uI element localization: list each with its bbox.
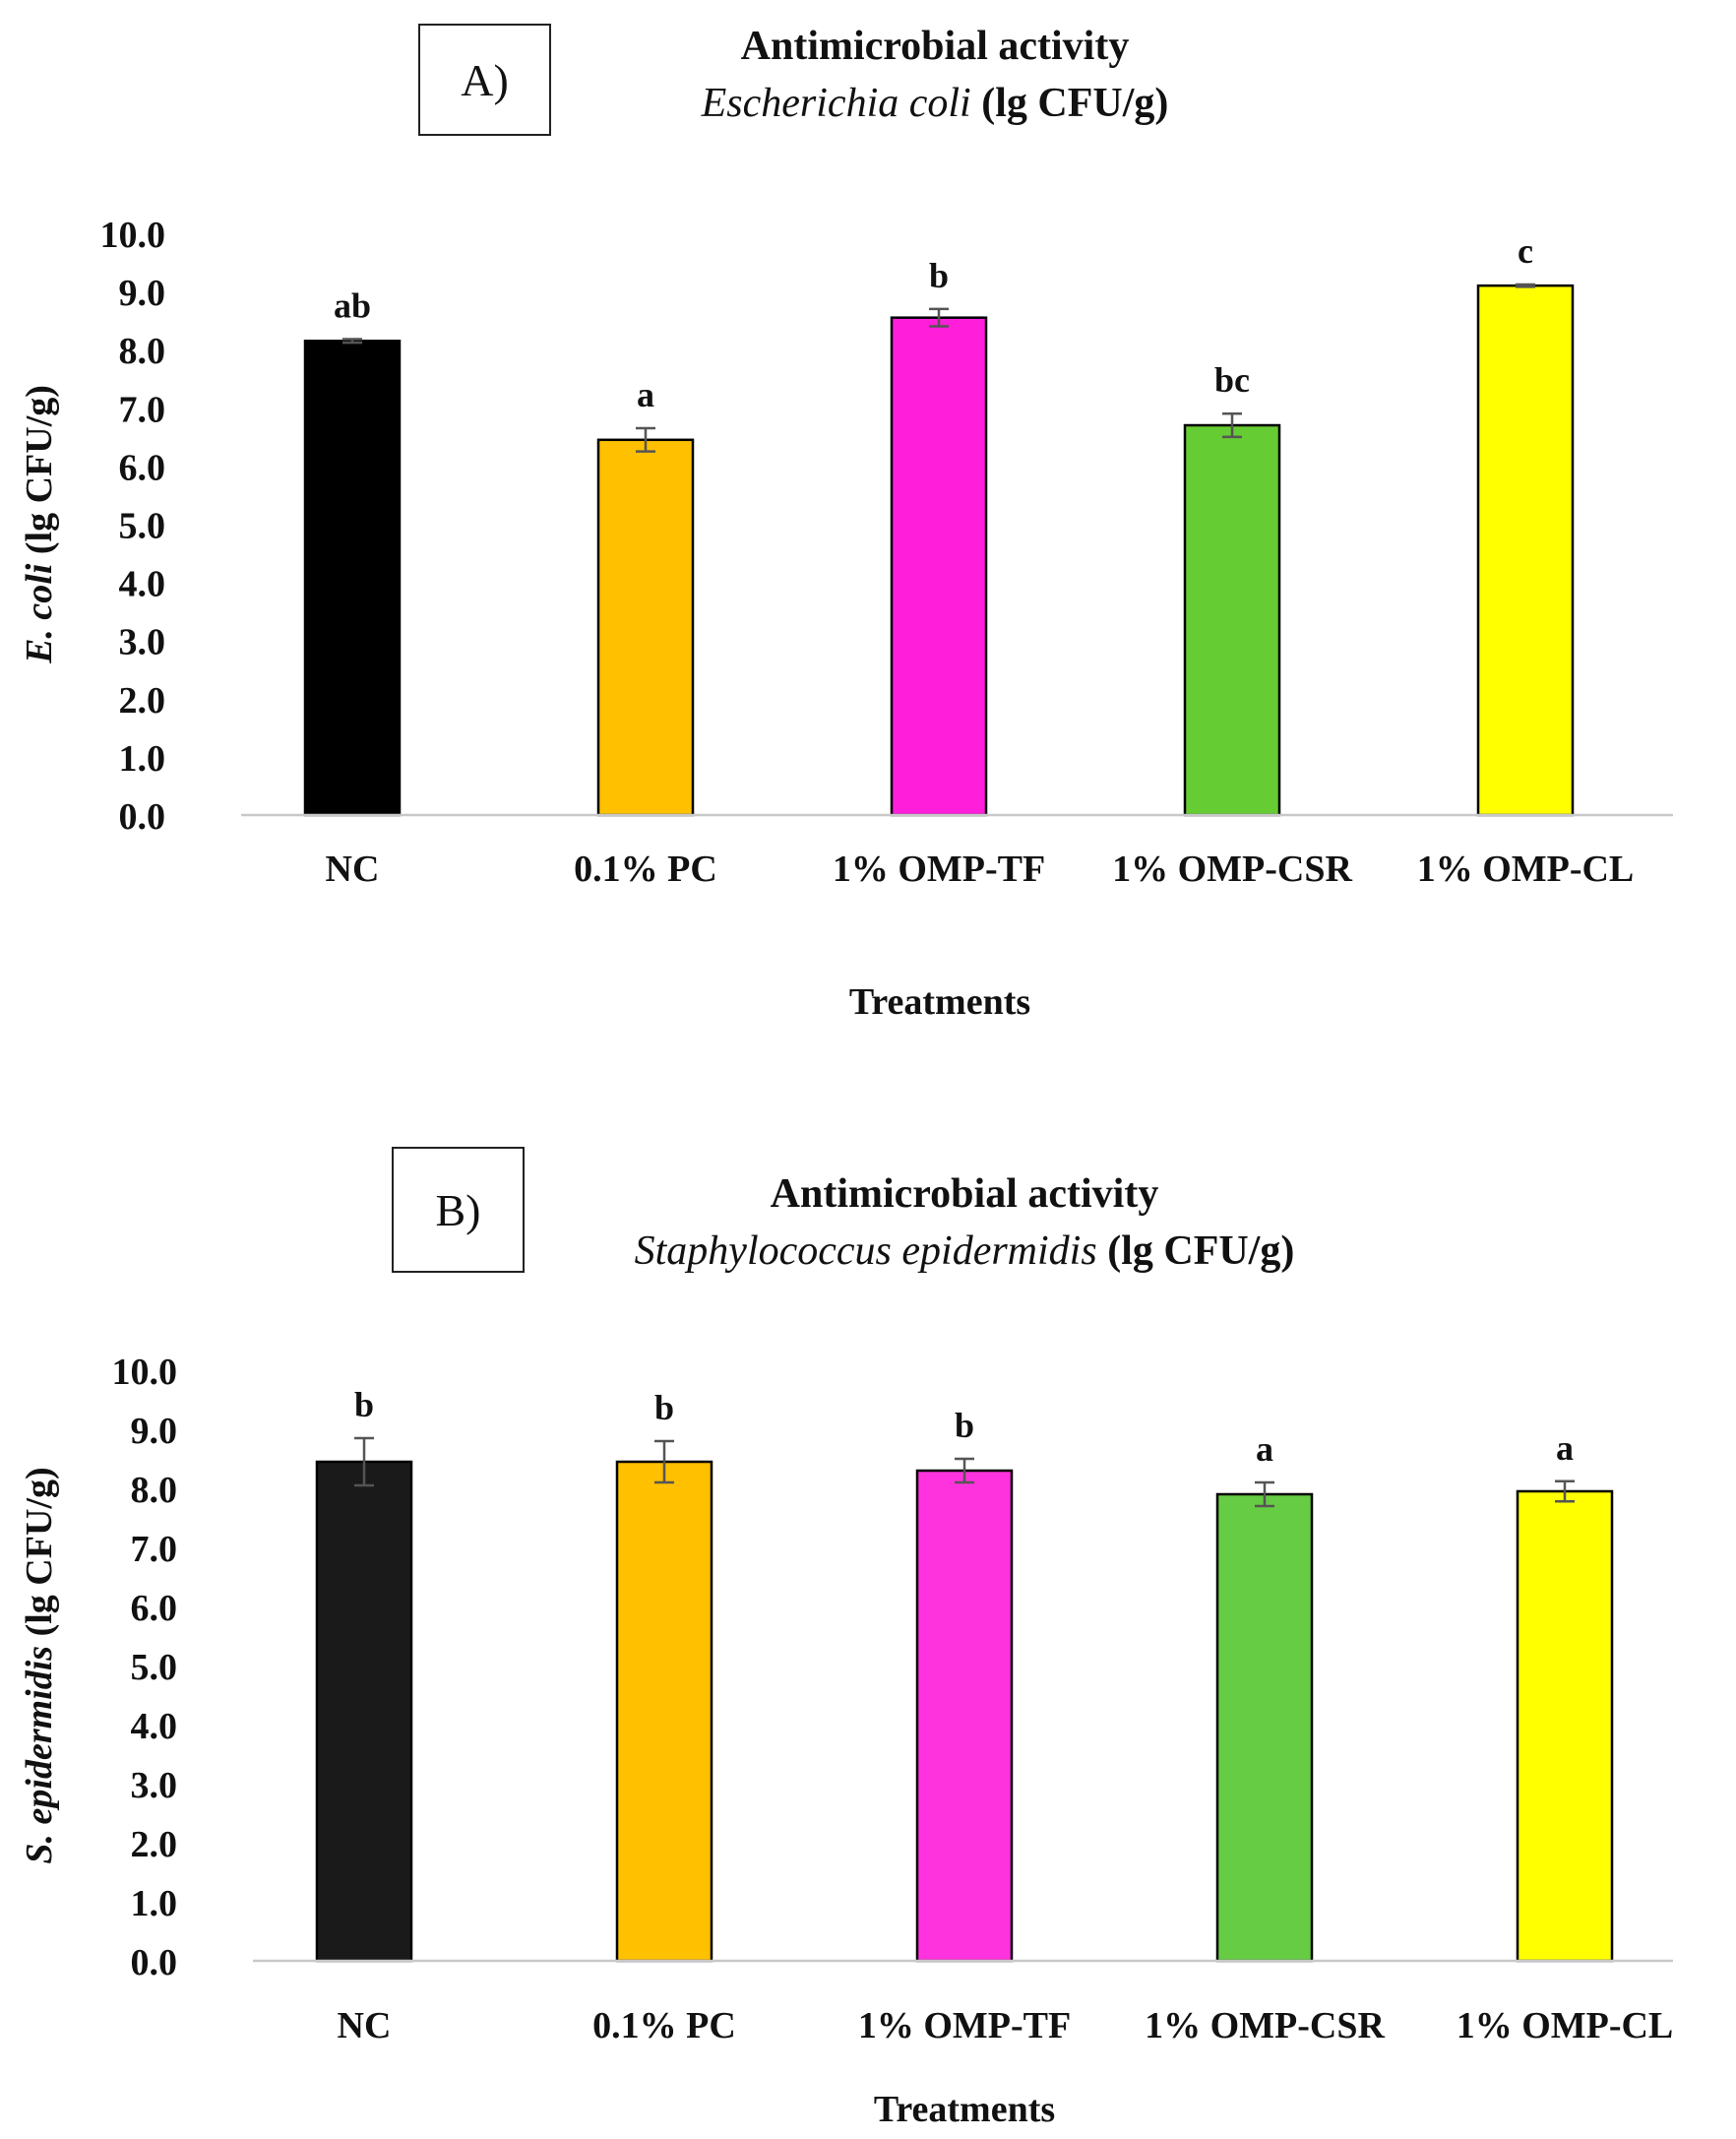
y-tick-label: 9.0: [119, 273, 166, 314]
category-label: 0.1% PC: [574, 849, 717, 890]
category-label: 1% OMP-CL: [1417, 849, 1635, 890]
significance-label: b: [955, 1406, 974, 1445]
panel-a-title: Antimicrobial activity: [740, 24, 1130, 69]
significance-label: a: [1556, 1428, 1574, 1468]
category-label: 1% OMP-TF: [833, 849, 1045, 890]
category-label: 1% OMP-CL: [1457, 2005, 1674, 2046]
y-axis-label: E. coli (lg CFU/g): [19, 385, 60, 664]
significance-label: bc: [1214, 360, 1250, 400]
y-tick-label: 8.0: [119, 331, 166, 372]
panel-a: A) Antimicrobial activity Escherichia co…: [0, 0, 1736, 1058]
category-label: 0.1% PC: [592, 2005, 736, 2046]
y-tick-label: 7.0: [131, 1529, 178, 1570]
y-tick-label: 2.0: [131, 1824, 178, 1865]
chart-b: 0.0 1.0 2.0 3.0 4.0 5.0 6.0 7.0 8.0 9.0 10.0 S. epi…: [19, 1352, 1674, 2130]
category-label: 1% OMP-TF: [858, 2005, 1071, 2046]
y-tick-label: 0.0: [119, 796, 166, 838]
y-tick-label: 1.0: [119, 738, 166, 780]
y-tick-label: 10.0: [112, 1352, 178, 1393]
y-tick-label: 3.0: [119, 622, 166, 663]
y-axis-label-species: S. epidermidis: [19, 1636, 60, 1863]
bar: [315, 1460, 413, 1963]
bar: [303, 340, 402, 817]
category-label: NC: [338, 2005, 392, 2046]
y-tick-label: 0.0: [131, 1942, 178, 1983]
panel-a-label: A): [418, 24, 551, 136]
significance-label: c: [1518, 231, 1533, 271]
y-tick-label: 4.0: [119, 564, 166, 605]
y-tick-label: 1.0: [131, 1883, 178, 1924]
panel-a-title-block: Antimicrobial activity Escherichia coli …: [551, 18, 1319, 132]
panel-b: B) Antimicrobial activity Staphylococcus…: [0, 1132, 1736, 2139]
panel-a-subtitle-unit: (lg CFU/g): [981, 81, 1169, 126]
bar: [596, 438, 695, 817]
significance-label: a: [637, 375, 654, 414]
category-label: 1% OMP-CSR: [1145, 2005, 1385, 2046]
bar: [890, 316, 988, 817]
y-tick-label: 8.0: [131, 1470, 178, 1511]
panel-b-subtitle: Staphylococcus epidermidis (lg CFU/g): [531, 1223, 1397, 1280]
y-axis-label-unit: (lg CFU/g): [19, 385, 60, 554]
x-axis-label: Treatments: [874, 2089, 1055, 2130]
bar: [1183, 423, 1281, 817]
category-label: NC: [326, 849, 380, 890]
significance-label: a: [1256, 1429, 1273, 1469]
bar: [1516, 1489, 1614, 1963]
panel-b-label-text: B): [435, 1184, 481, 1235]
bar: [1476, 283, 1575, 817]
y-tick-label: 9.0: [131, 1411, 178, 1452]
significance-label: ab: [334, 286, 371, 326]
panel-a-subtitle: Escherichia coli (lg CFU/g): [551, 75, 1319, 132]
panel-b-subtitle-species: Staphylococcus epidermidis: [634, 1228, 1097, 1274]
y-axis-label-species: E. coli: [19, 554, 60, 664]
y-tick-label: 5.0: [119, 506, 166, 547]
significance-label: b: [929, 256, 949, 295]
significance-label: b: [354, 1385, 374, 1424]
y-tick-label: 4.0: [131, 1706, 178, 1747]
panel-b-label: B): [392, 1147, 525, 1273]
panel-a-subtitle-species: Escherichia coli: [701, 81, 971, 126]
y-tick-label: 10.0: [100, 215, 166, 256]
chart-a: 0.0 1.0 2.0 3.0 4.0 5.0 6.0 7.0 8.0 9.0 10.0 E. col…: [19, 215, 1673, 1023]
y-axis-label: S. epidermidis (lg CFU/g): [19, 1467, 60, 1863]
y-tick-label: 3.0: [131, 1765, 178, 1806]
category-label: 1% OMP-CSR: [1112, 849, 1352, 890]
y-tick-label: 2.0: [119, 680, 166, 722]
y-tick-label: 6.0: [119, 447, 166, 488]
significance-label: b: [654, 1388, 674, 1427]
x-axis-label: Treatments: [849, 981, 1030, 1023]
y-tick-label: 7.0: [119, 389, 166, 430]
panel-a-label-text: A): [461, 54, 509, 105]
panel-b-title-block: Antimicrobial activity Staphylococcus ep…: [531, 1165, 1397, 1280]
panel-b-subtitle-unit: (lg CFU/g): [1107, 1228, 1295, 1274]
bar: [615, 1460, 713, 1963]
y-axis-label-unit: (lg CFU/g): [19, 1467, 60, 1636]
panel-b-title: Antimicrobial activity: [770, 1171, 1159, 1217]
y-tick-label: 5.0: [131, 1647, 178, 1688]
bar: [915, 1469, 1014, 1963]
bar: [1215, 1492, 1314, 1963]
y-tick-label: 6.0: [131, 1588, 178, 1629]
